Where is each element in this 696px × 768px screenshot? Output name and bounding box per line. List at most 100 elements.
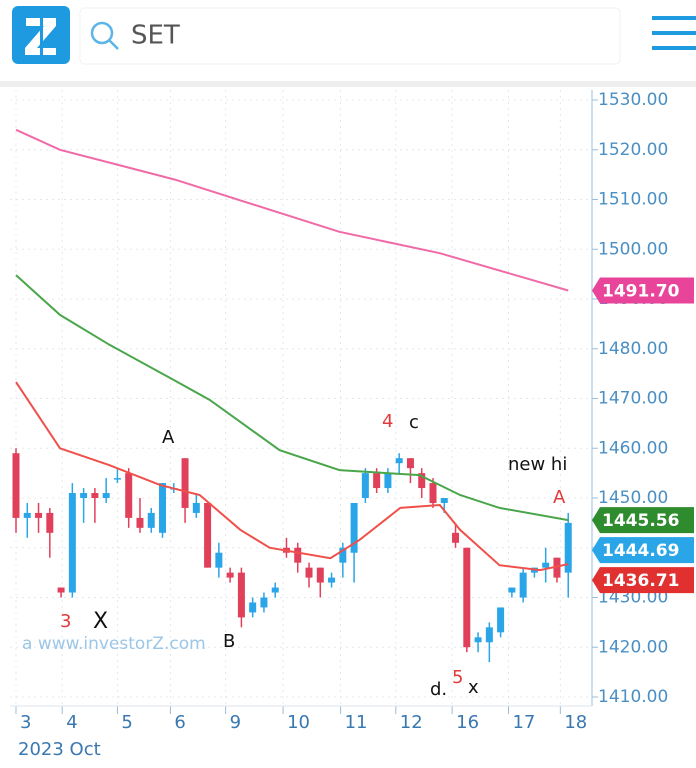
x-tick-label: 17 bbox=[512, 712, 535, 733]
candle-body bbox=[215, 552, 223, 568]
candle bbox=[305, 562, 313, 588]
candle bbox=[294, 542, 302, 573]
chart: 1410.001420.001430.001440.001450.001460.… bbox=[10, 90, 694, 760]
price-tag bbox=[592, 507, 694, 534]
x-tick-label: 16 bbox=[456, 712, 479, 733]
candle-body bbox=[508, 587, 516, 593]
candle-body bbox=[384, 473, 392, 489]
candle bbox=[508, 587, 516, 598]
search-text: SET bbox=[131, 21, 180, 51]
candle-body bbox=[249, 602, 257, 613]
candle bbox=[80, 488, 88, 523]
candle-body bbox=[147, 512, 155, 528]
candle-body bbox=[429, 483, 437, 503]
annotation: A bbox=[553, 487, 566, 508]
candle-body bbox=[452, 532, 460, 543]
price-tag-label: 1491.70 bbox=[602, 282, 680, 302]
candle bbox=[147, 507, 155, 533]
candle-body bbox=[159, 483, 167, 533]
price-tag bbox=[592, 567, 694, 594]
candle-body bbox=[339, 547, 347, 563]
y-tick-label: 1530.00 bbox=[598, 90, 668, 110]
search-box[interactable] bbox=[79, 7, 621, 65]
candle bbox=[271, 582, 279, 598]
date-label: 2023 Oct bbox=[18, 739, 101, 760]
candle bbox=[68, 483, 76, 598]
candle bbox=[282, 537, 290, 558]
candle-body bbox=[328, 577, 336, 583]
candle-body bbox=[102, 493, 110, 498]
y-tick-label: 1420.00 bbox=[598, 637, 668, 657]
candle-body bbox=[485, 627, 493, 643]
price-tag-label: 1436.71 bbox=[602, 571, 679, 591]
candle-body bbox=[305, 567, 313, 578]
candle-body bbox=[260, 597, 268, 608]
x-tick-label: 4 bbox=[66, 712, 77, 733]
x-tick-label: 10 bbox=[287, 712, 310, 733]
candle-body bbox=[91, 493, 99, 498]
candle bbox=[192, 493, 200, 518]
candle-body bbox=[226, 572, 234, 578]
logo-bar bbox=[40, 12, 43, 60]
x-tick-label: 3 bbox=[20, 712, 31, 733]
y-tick-label: 1460.00 bbox=[598, 438, 668, 458]
ma-line bbox=[15, 274, 569, 522]
candle-body bbox=[350, 502, 358, 553]
x-tick-label: 9 bbox=[230, 712, 241, 733]
search-icon-handle bbox=[108, 39, 119, 50]
candle-body bbox=[125, 473, 133, 518]
y-tick-label: 1450.00 bbox=[598, 488, 668, 508]
candle-body bbox=[35, 512, 43, 518]
candle bbox=[384, 468, 392, 494]
x-tick-label: 6 bbox=[174, 712, 185, 733]
candle bbox=[429, 478, 437, 508]
candle bbox=[23, 502, 31, 538]
candle-body bbox=[57, 587, 65, 593]
annotation: d. bbox=[430, 679, 447, 700]
candle-body bbox=[181, 458, 189, 508]
annotation: B bbox=[223, 631, 235, 652]
candle bbox=[339, 542, 347, 578]
candle-body bbox=[406, 458, 414, 469]
candle bbox=[215, 542, 223, 578]
candle-body bbox=[542, 562, 550, 568]
candle bbox=[159, 483, 167, 538]
candle bbox=[12, 448, 20, 533]
candle bbox=[46, 507, 54, 558]
candle bbox=[485, 622, 493, 663]
x-tick-label: 5 bbox=[121, 712, 132, 733]
annotation: new hi bbox=[508, 454, 567, 475]
candle bbox=[57, 587, 65, 598]
watermark: a www.investorZ.com bbox=[22, 634, 206, 654]
candle bbox=[564, 512, 572, 598]
candle bbox=[204, 502, 212, 568]
candle-body bbox=[192, 502, 200, 513]
y-tick-label: 1480.00 bbox=[598, 339, 668, 359]
candle bbox=[395, 453, 403, 474]
y-tick-label: 1410.00 bbox=[598, 687, 668, 707]
candle bbox=[35, 502, 43, 533]
candle-body bbox=[12, 453, 20, 518]
price-tag bbox=[592, 277, 694, 304]
price-tag-label: 1444.69 bbox=[602, 541, 679, 561]
candle bbox=[91, 488, 99, 523]
candle-body bbox=[204, 502, 212, 568]
ma-line bbox=[15, 128, 569, 292]
candle bbox=[542, 547, 550, 583]
candle bbox=[519, 567, 527, 603]
search-icon bbox=[90, 21, 114, 45]
annotation: A bbox=[162, 427, 175, 448]
candle bbox=[226, 567, 234, 583]
candle bbox=[418, 468, 426, 498]
candle bbox=[474, 632, 482, 653]
candle-body bbox=[564, 522, 572, 573]
candle-body bbox=[373, 473, 381, 489]
candle-body bbox=[440, 498, 448, 503]
y-tick-label: 1520.00 bbox=[598, 140, 668, 160]
candle-body bbox=[519, 572, 527, 598]
menu[interactable] bbox=[652, 16, 696, 50]
menu-bar bbox=[652, 16, 696, 20]
x-tick-label: 11 bbox=[345, 712, 368, 733]
candle-body bbox=[553, 557, 561, 578]
